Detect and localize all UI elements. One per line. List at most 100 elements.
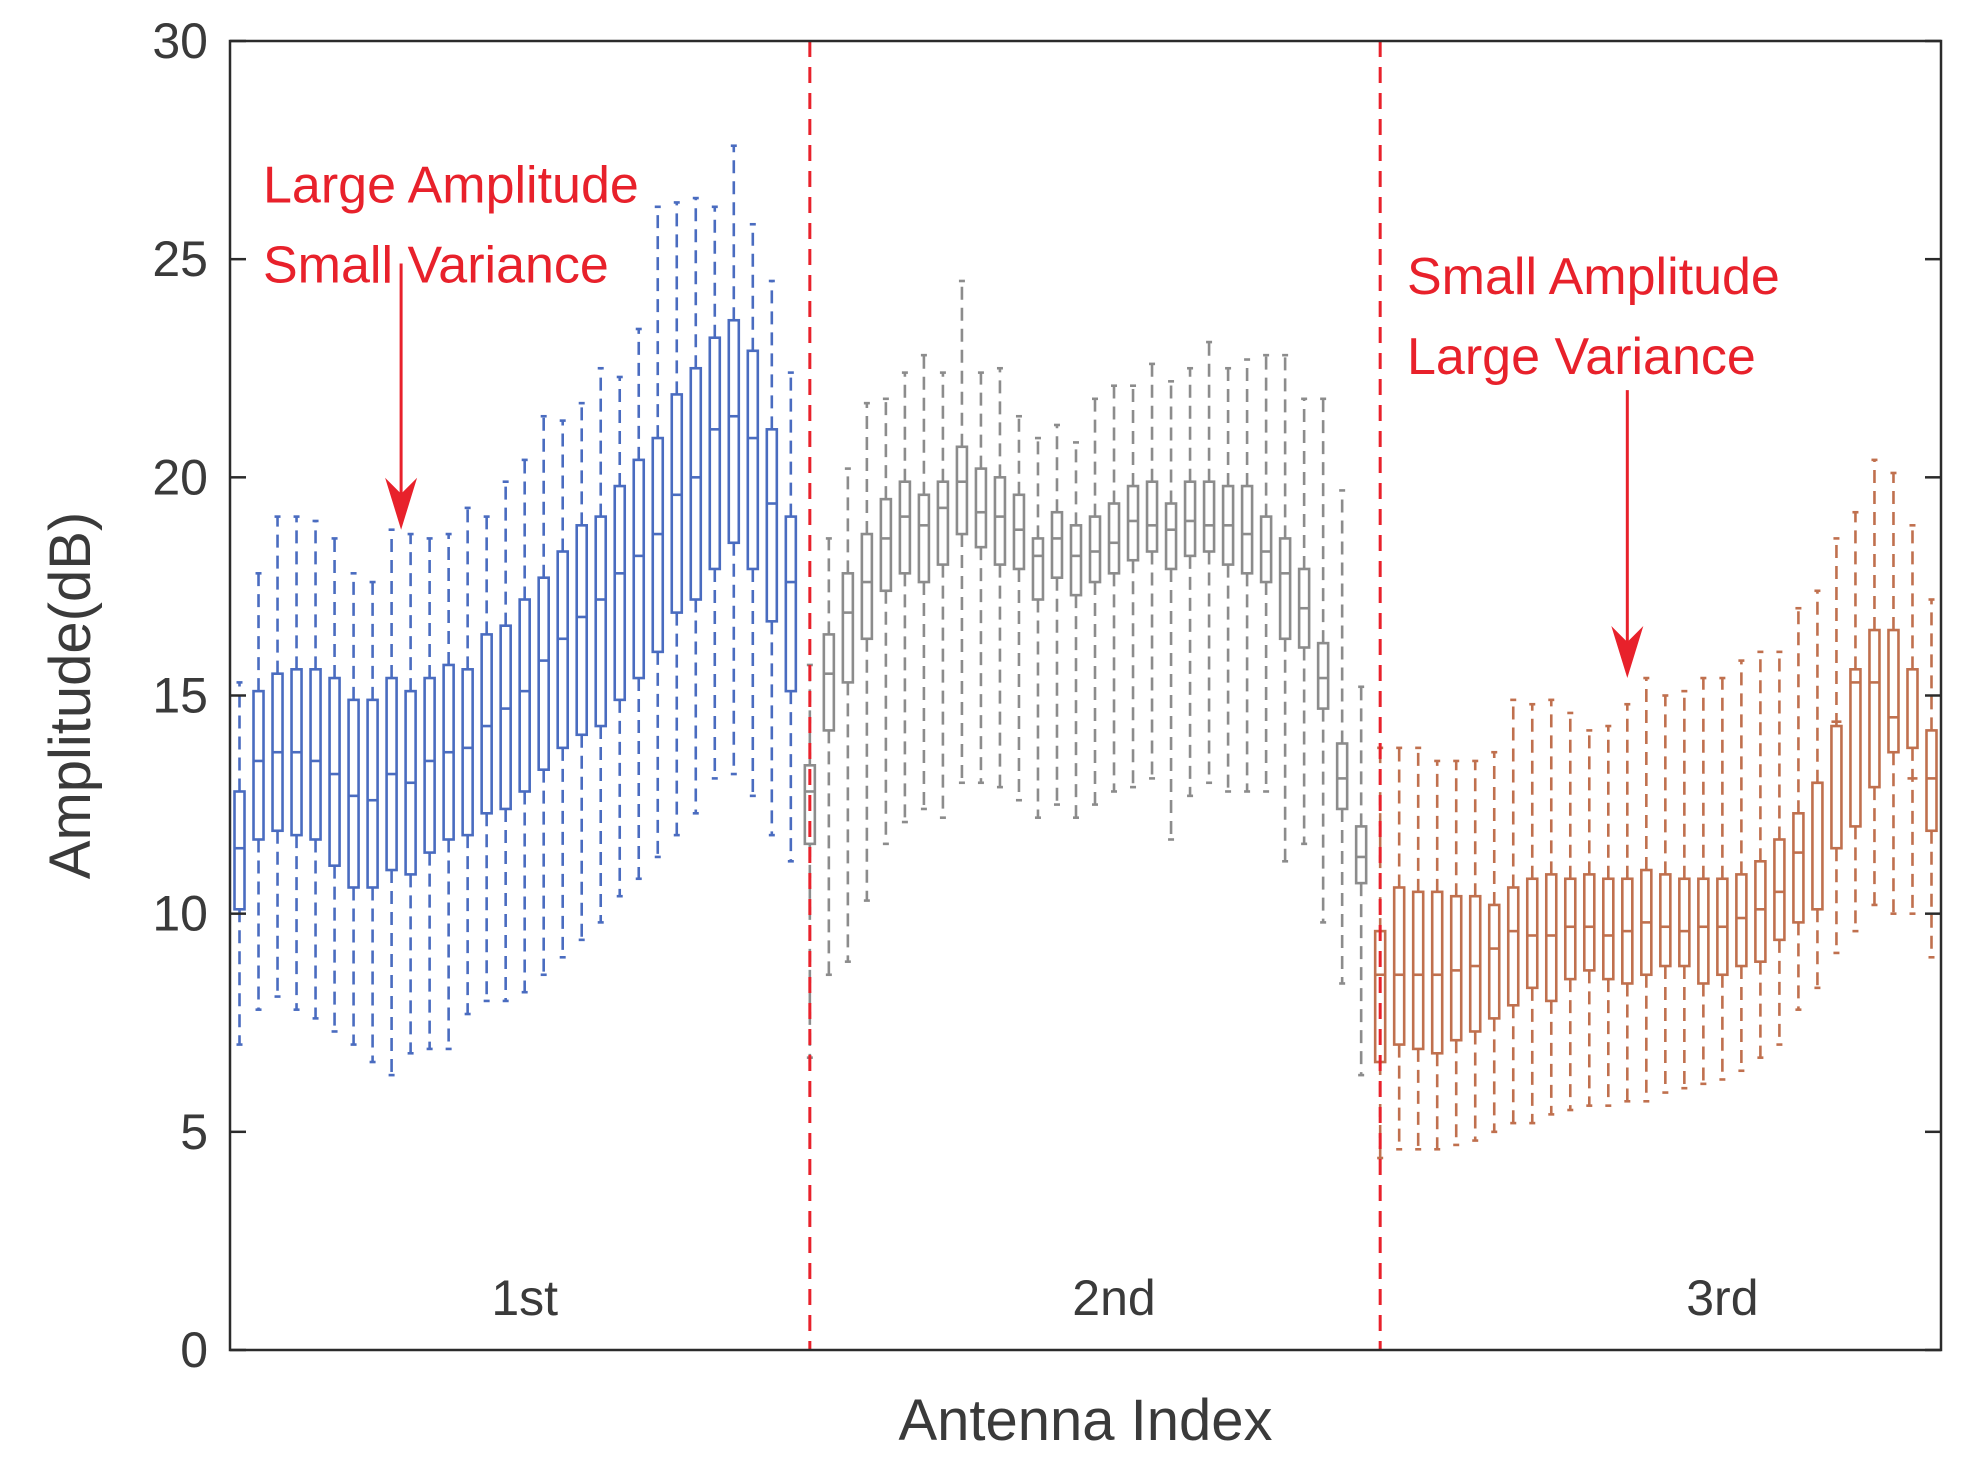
iqr-box: [860, 532, 874, 641]
iqr-box: [727, 318, 741, 545]
box-3rd-10: [1544, 698, 1558, 1116]
box-3rd-18: [1697, 676, 1710, 1086]
box-1st-3: [271, 515, 284, 998]
iqr-box: [1145, 480, 1159, 553]
box-1st-19: [575, 401, 589, 942]
iqr-box: [746, 349, 760, 571]
series-1st: [233, 144, 798, 1077]
iqr-box: [1468, 894, 1482, 1033]
box-3rd-17: [1678, 689, 1691, 1090]
box-1st-14: [480, 515, 493, 1003]
iqr-box: [556, 550, 569, 750]
iqr-box: [1069, 524, 1083, 597]
iqr-box: [1563, 877, 1577, 981]
iqr-box: [328, 676, 341, 867]
y-tick-label: 25: [152, 231, 208, 287]
iqr-box: [1449, 894, 1463, 1042]
box-1st-11: [423, 537, 436, 1051]
box-3rd-12: [1582, 729, 1596, 1107]
box-2nd-24: [1240, 358, 1254, 793]
box-3rd-14: [1621, 702, 1634, 1103]
box-3rd-30: [1925, 598, 1938, 959]
iqr-box: [1411, 890, 1425, 1051]
iqr-box: [993, 476, 1007, 566]
box-3rd-3: [1411, 746, 1425, 1151]
box-3rd-27: [1868, 458, 1881, 907]
box-1st-16: [518, 458, 531, 994]
iqr-box: [689, 366, 703, 601]
annotation-line: Small Variance: [263, 236, 609, 294]
box-3rd-6: [1468, 759, 1482, 1142]
iqr-box: [898, 480, 912, 575]
iqr-box: [632, 458, 646, 680]
annotation-line: Small Amplitude: [1407, 248, 1780, 306]
box-2nd-18: [1126, 384, 1140, 789]
box-1st-7: [347, 572, 360, 1046]
box-2nd-12: [1012, 414, 1026, 802]
iqr-box: [1697, 877, 1710, 985]
box-2nd-27: [1297, 397, 1311, 846]
box-2nd-14: [1050, 423, 1064, 806]
box-1st-27: [727, 144, 741, 776]
y-tick-label: 30: [152, 13, 208, 69]
box-2nd-22: [1202, 340, 1216, 785]
iqr-box: [575, 524, 589, 737]
iqr-box: [1906, 668, 1919, 750]
box-2nd-6: [898, 371, 912, 824]
box-1st-15: [499, 480, 512, 1003]
iqr-box: [822, 633, 836, 732]
box-2nd-19: [1145, 362, 1159, 780]
iqr-box: [1335, 742, 1349, 811]
box-2nd-15: [1069, 441, 1083, 819]
box-1st-17: [537, 414, 550, 977]
iqr-box: [1487, 903, 1501, 1020]
iqr-box: [1183, 480, 1197, 558]
iqr-box: [1278, 537, 1292, 641]
iqr-box: [594, 515, 608, 728]
box-3rd-23: [1792, 606, 1805, 1011]
iqr-box: [1678, 877, 1691, 968]
iqr-box: [955, 445, 969, 536]
box-2nd-11: [993, 366, 1007, 789]
iqr-box: [366, 698, 379, 889]
y-tick-label: 10: [152, 886, 208, 942]
iqr-box: [670, 393, 684, 614]
boxes-layer: [233, 144, 1938, 1160]
box-2nd-3: [841, 467, 855, 963]
box-2nd-23: [1221, 366, 1235, 793]
iqr-box: [252, 689, 265, 841]
y-tick-label: 5: [180, 1104, 208, 1160]
iqr-box: [1012, 493, 1026, 571]
iqr-box: [1811, 781, 1824, 911]
box-3rd-16: [1659, 694, 1672, 1094]
y-tick-label: 20: [152, 449, 208, 505]
box-3rd-11: [1563, 711, 1577, 1112]
iqr-box: [1754, 860, 1767, 963]
box-1st-24: [670, 201, 684, 837]
iqr-box: [1582, 873, 1596, 972]
box-1st-21: [613, 375, 627, 898]
iqr-box: [1735, 873, 1748, 968]
box-2nd-21: [1183, 366, 1197, 798]
iqr-box: [480, 633, 493, 815]
box-3rd-26: [1849, 510, 1862, 933]
iqr-box: [1316, 641, 1330, 710]
group-label-3rd: 3rd: [1686, 1270, 1758, 1326]
group-label-2nd: 2nd: [1072, 1270, 1155, 1326]
box-3rd-4: [1430, 759, 1444, 1151]
iqr-box: [1126, 484, 1140, 562]
box-1st-12: [442, 532, 455, 1051]
box-2nd-5: [879, 397, 893, 846]
series-2nd: [803, 279, 1368, 1077]
annotation-text: Small Amplitude Large Variance: [1407, 248, 1780, 386]
iqr-box: [1050, 510, 1064, 579]
box-2nd-25: [1259, 353, 1273, 793]
iqr-box: [1164, 502, 1178, 571]
box-3rd-2: [1392, 746, 1406, 1151]
box-3rd-5: [1449, 759, 1463, 1147]
iqr-box: [1430, 890, 1444, 1055]
y-axis-label: Amplitude(dB): [38, 512, 103, 879]
iqr-box: [1088, 515, 1102, 584]
iqr-box: [1830, 724, 1843, 850]
